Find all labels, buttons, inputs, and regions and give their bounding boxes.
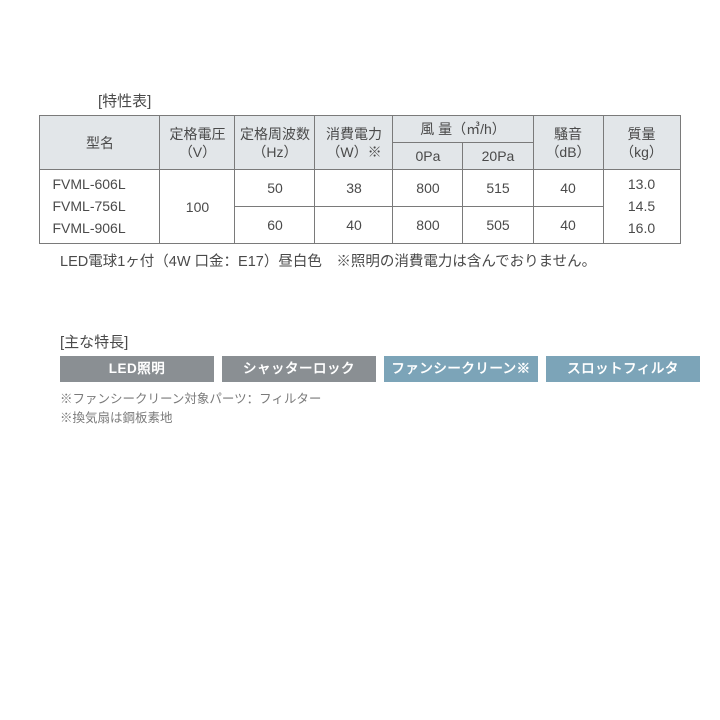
spec-table-title: [特性表] xyxy=(98,90,688,111)
spec-table: 型名 定格電圧 （V） 定格周波数 （Hz） 消費電力 （W）※ 風 量（㎥/h… xyxy=(39,115,680,244)
col-airflow-20pa: 20Pa xyxy=(463,143,533,170)
cell-noise-50: 40 xyxy=(533,170,603,207)
cell-power-50: 38 xyxy=(315,170,393,207)
col-noise: 騒音 （dB） xyxy=(533,116,603,170)
cell-freq-50: 50 xyxy=(235,170,315,207)
features-footnote: ※ファンシークリーン対象パーツ：フィルター ※換気扇は鋼板素地 xyxy=(60,390,688,428)
spec-table-note: LED電球1ヶ付（4W 口金：E17）昼白色 ※照明の消費電力は含んでおりません… xyxy=(60,250,688,271)
col-airflow-0pa: 0Pa xyxy=(393,143,463,170)
cell-af20-50: 515 xyxy=(463,170,533,207)
cell-power-60: 40 xyxy=(315,207,393,244)
badge-led: LED照明 xyxy=(60,356,214,382)
col-power: 消費電力 （W）※ xyxy=(315,116,393,170)
cell-af0-50: 800 xyxy=(393,170,463,207)
col-airflow-group: 風 量（㎥/h） xyxy=(393,116,533,143)
col-model: 型名 xyxy=(40,116,160,170)
badge-fancy-clean: ファンシークリーン※ xyxy=(384,356,538,382)
cell-voltage: 100 xyxy=(160,170,235,244)
cell-af20-60: 505 xyxy=(463,207,533,244)
cell-models: FVML-606L FVML-756L FVML-906L xyxy=(40,170,160,244)
badge-shutter-lock: シャッターロック xyxy=(222,356,376,382)
cell-freq-60: 60 xyxy=(235,207,315,244)
cell-af0-60: 800 xyxy=(393,207,463,244)
features-title: [主な特長] xyxy=(60,331,688,352)
badge-slot-filter: スロットフィルタ xyxy=(546,356,700,382)
col-mass: 質量 （kg） xyxy=(603,116,680,170)
col-voltage: 定格電圧 （V） xyxy=(160,116,235,170)
feature-badges: LED照明 シャッターロック ファンシークリーン※ スロットフィルタ xyxy=(60,356,688,382)
cell-mass: 13.0 14.5 16.0 xyxy=(603,170,680,244)
col-freq: 定格周波数 （Hz） xyxy=(235,116,315,170)
cell-noise-60: 40 xyxy=(533,207,603,244)
